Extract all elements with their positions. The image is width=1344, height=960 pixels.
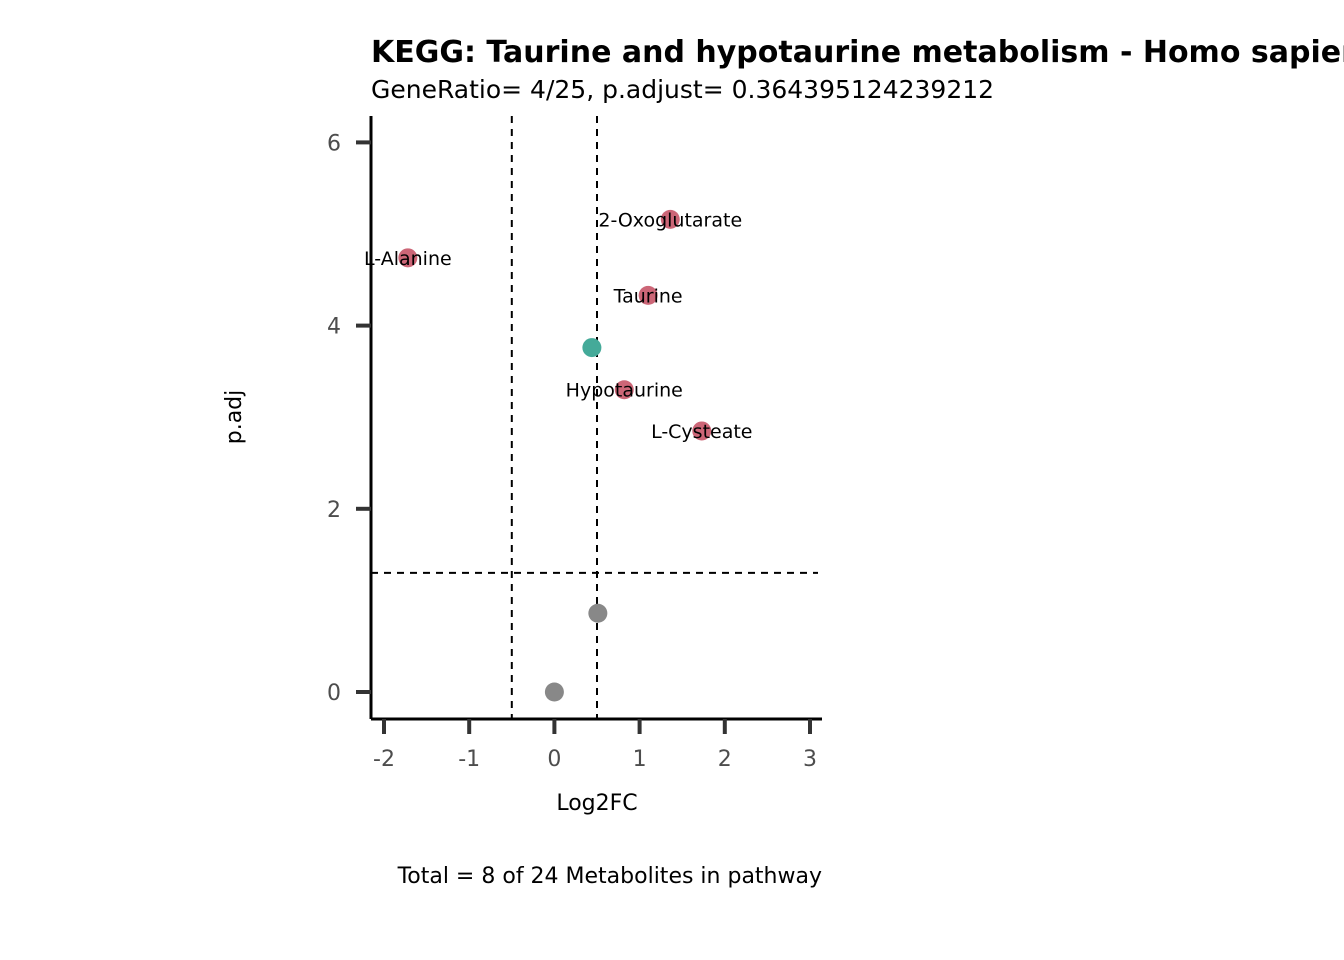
y-tick-label: 4	[327, 315, 341, 340]
y-tick-label: 6	[327, 131, 341, 156]
x-tick-label: -2	[373, 747, 395, 772]
data-point	[588, 603, 608, 623]
data-point	[614, 380, 634, 400]
y-axis-label: p.adj	[222, 390, 247, 445]
axes: -2 -1 0 1 2 3 0 2 4 6	[327, 116, 822, 772]
point-label: Hypotaurine	[566, 380, 683, 402]
data-points	[398, 209, 712, 702]
data-point	[544, 682, 564, 702]
x-axis-label: Log2FC	[556, 791, 637, 816]
y-tick-label: 0	[327, 681, 341, 706]
point-label: Taurine	[613, 285, 683, 307]
data-point	[398, 248, 418, 268]
chart-title: KEGG: Taurine and hypotaurine metabolism…	[371, 35, 1344, 70]
data-point	[582, 338, 602, 358]
x-tick-label: 3	[803, 747, 817, 772]
data-point	[692, 421, 712, 441]
y-tick-label: 2	[327, 498, 341, 523]
chart-caption: Total = 8 of 24 Metabolites in pathway	[397, 864, 822, 889]
point-label: L-Alanine	[364, 248, 452, 270]
data-point	[638, 285, 658, 305]
point-labels: 2-Oxoglutarate L-Alanine Taurine Hypotaurin…	[364, 209, 753, 443]
x-tick-label: 1	[633, 747, 647, 772]
threshold-lines	[371, 116, 818, 719]
x-tick-label: -1	[458, 747, 480, 772]
data-point	[660, 209, 680, 229]
x-tick-label: 2	[718, 747, 732, 772]
x-tick-label: 0	[547, 747, 561, 772]
point-label: L-Cysteate	[651, 421, 752, 443]
chart-subtitle: GeneRatio= 4/25, p.adjust= 0.36439512423…	[371, 75, 994, 104]
point-label: 2-Oxoglutarate	[598, 209, 742, 231]
